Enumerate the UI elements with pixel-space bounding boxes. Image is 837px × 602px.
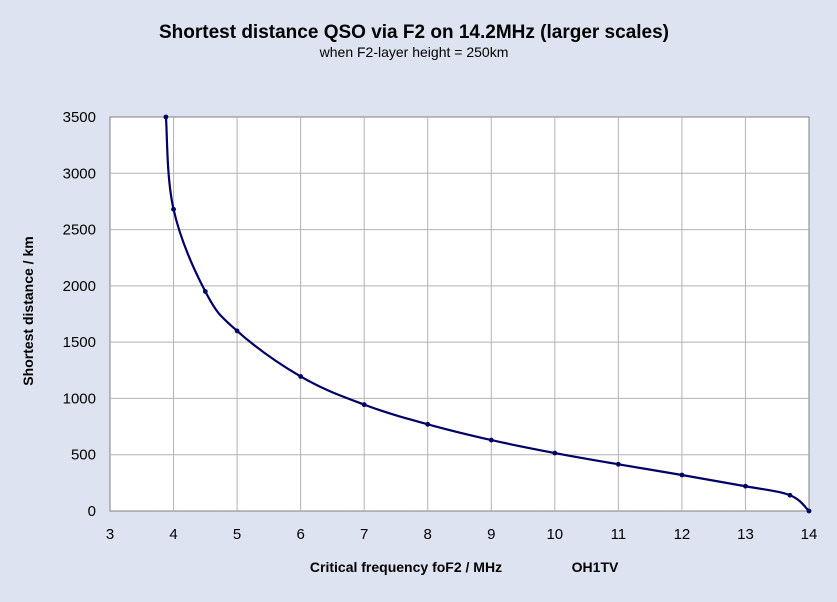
x-tick-label: 5 <box>233 526 241 543</box>
data-point <box>163 114 169 120</box>
series-group <box>163 114 812 514</box>
x-tick-label: 13 <box>737 526 754 543</box>
plot-area <box>109 116 810 512</box>
y-tick-label: 3000 <box>63 165 96 182</box>
x-tick-label: 14 <box>801 526 818 543</box>
x-tick-label: 12 <box>674 526 691 543</box>
x-tick-label: 11 <box>611 526 627 543</box>
y-tick-label: 1000 <box>63 390 96 407</box>
grid-lines <box>110 117 809 511</box>
x-tick-label: 7 <box>360 526 368 543</box>
y-tick-label: 1500 <box>63 334 96 351</box>
chart-subtitle: when F2-layer height = 250km <box>319 44 509 60</box>
y-tick-label: 2500 <box>63 222 96 239</box>
x-tick-label: 4 <box>169 526 177 543</box>
y-tick-label: 3500 <box>63 109 96 126</box>
x-tick-label: 3 <box>106 526 114 543</box>
y-tick-label: 2000 <box>63 278 96 295</box>
x-tick-label: 10 <box>546 526 563 543</box>
data-point <box>615 461 621 467</box>
x-axis-tick-labels: 3 4 5 6 7 8 9 10 11 12 13 14 <box>106 526 818 543</box>
data-point <box>743 483 748 489</box>
y-axis-title: Shortest distance / km <box>20 236 36 385</box>
data-point <box>361 402 367 408</box>
data-point <box>552 450 558 456</box>
chart-title: Shortest distance QSO via F2 on 14.2MHz … <box>159 22 669 43</box>
data-point <box>202 289 208 294</box>
data-point <box>488 437 494 443</box>
data-point <box>234 328 240 334</box>
data-point <box>679 472 685 478</box>
y-axis-tick-labels: 0 500 1000 1500 2000 2500 3000 3500 <box>63 109 96 520</box>
data-point <box>787 492 793 498</box>
x-tick-label: 6 <box>296 526 304 543</box>
y-tick-label: 0 <box>88 503 96 520</box>
x-axis-title: Critical frequency foF2 / MHz <box>310 559 502 575</box>
data-point <box>425 421 431 427</box>
y-tick-label: 500 <box>71 447 96 464</box>
author-credit: OH1TV <box>572 559 619 575</box>
data-point <box>806 508 812 514</box>
x-tick-label: 8 <box>424 526 432 543</box>
data-point <box>298 374 304 379</box>
x-tick-label: 9 <box>487 526 495 543</box>
data-point <box>171 206 176 212</box>
